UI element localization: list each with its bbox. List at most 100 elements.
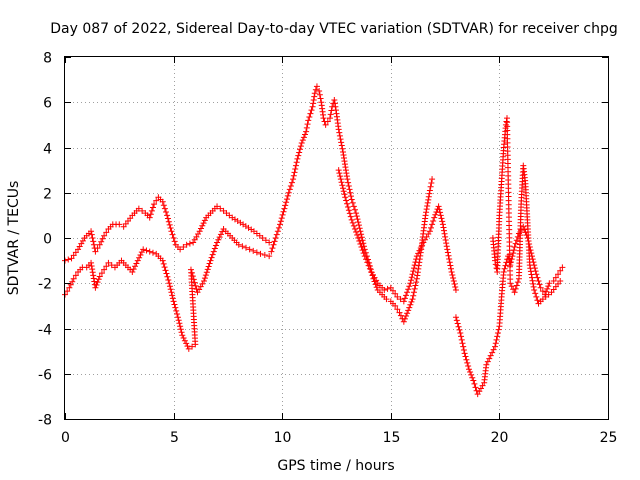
data-point — [90, 238, 97, 245]
data-point — [316, 91, 323, 98]
data-point — [336, 132, 343, 139]
data-point — [270, 241, 277, 248]
data-point — [545, 283, 552, 290]
axis-ticks: 0 5 10 15 20 25 -8 -6 -4 -2 0 2 4 6 8 — [38, 51, 617, 447]
data-point — [88, 262, 95, 269]
data-point — [426, 190, 433, 197]
data-point — [277, 221, 284, 228]
data-point — [423, 209, 430, 216]
data-point — [413, 279, 420, 286]
data-point — [336, 129, 343, 136]
data-point — [208, 254, 215, 261]
data-point — [356, 238, 363, 245]
data-point — [532, 290, 539, 297]
data-point — [205, 263, 212, 270]
data-point — [487, 352, 494, 359]
data-point — [413, 256, 420, 263]
data-point — [423, 206, 430, 213]
data-point — [351, 206, 358, 213]
data-point — [172, 304, 179, 311]
data-point — [189, 273, 196, 280]
data-point — [162, 208, 169, 215]
data-point — [239, 243, 246, 250]
data-point — [512, 285, 519, 292]
data-point — [404, 310, 411, 317]
data-point — [188, 269, 195, 276]
data-point — [356, 225, 363, 232]
data-point — [358, 244, 365, 251]
data-point — [298, 139, 305, 146]
data-point — [203, 269, 210, 276]
data-point — [207, 257, 214, 264]
data-point — [197, 225, 204, 232]
data-point — [544, 285, 551, 292]
data-point — [292, 165, 299, 172]
data-point — [363, 256, 370, 263]
data-point — [351, 225, 358, 232]
data-point — [439, 221, 446, 228]
data-point — [500, 268, 507, 275]
data-point — [166, 280, 173, 287]
data-point — [559, 264, 566, 271]
data-point — [535, 277, 542, 284]
data-point — [357, 241, 364, 248]
data-point — [344, 176, 351, 183]
data-point — [170, 235, 177, 241]
data-point — [160, 260, 167, 267]
data-point — [192, 282, 199, 289]
data-point — [510, 250, 517, 257]
data-point — [394, 306, 401, 313]
data-point — [287, 182, 294, 189]
data-point — [467, 369, 474, 376]
data-point — [217, 205, 224, 212]
data-point — [452, 314, 459, 321]
data-point — [406, 283, 413, 290]
data-point — [447, 265, 454, 272]
data-point — [68, 255, 75, 262]
data-point — [484, 358, 491, 365]
data-point — [165, 218, 172, 225]
data-point — [253, 249, 260, 256]
y-tick-label: 2 — [43, 187, 52, 203]
data-point — [136, 254, 143, 261]
data-point — [437, 212, 444, 219]
data-point — [88, 259, 95, 266]
data-point — [502, 121, 509, 128]
data-point — [469, 374, 476, 381]
data-point — [273, 231, 280, 238]
data-point — [537, 284, 544, 291]
data-point — [346, 186, 353, 193]
data-point — [365, 262, 372, 269]
data-point — [364, 259, 371, 266]
data-point — [358, 234, 365, 241]
data-point — [257, 250, 264, 257]
data-point — [324, 118, 331, 125]
data-point — [461, 350, 468, 357]
data-point — [161, 264, 168, 271]
data-point — [175, 317, 182, 324]
data-point — [204, 266, 211, 273]
x-axis-label: GPS time / hours — [277, 458, 394, 474]
data-point — [209, 251, 216, 258]
data-point — [521, 226, 528, 233]
data-point — [181, 337, 188, 344]
data-point — [163, 270, 170, 277]
x-tick-label: 20 — [491, 430, 509, 446]
x-tick-label: 10 — [274, 430, 292, 446]
data-point — [437, 209, 444, 216]
data-point — [452, 284, 459, 291]
data-point — [345, 207, 352, 214]
data-point — [211, 245, 218, 252]
data-point — [353, 210, 360, 217]
data-point — [146, 214, 153, 221]
data-point — [534, 274, 541, 281]
data-point — [460, 343, 467, 350]
data-point — [458, 333, 465, 340]
data-point — [534, 297, 541, 304]
data-point — [305, 117, 312, 124]
data-point — [425, 193, 432, 200]
data-point — [350, 222, 357, 229]
data-point — [103, 263, 110, 270]
data-point — [443, 240, 450, 247]
data-point — [503, 118, 510, 125]
